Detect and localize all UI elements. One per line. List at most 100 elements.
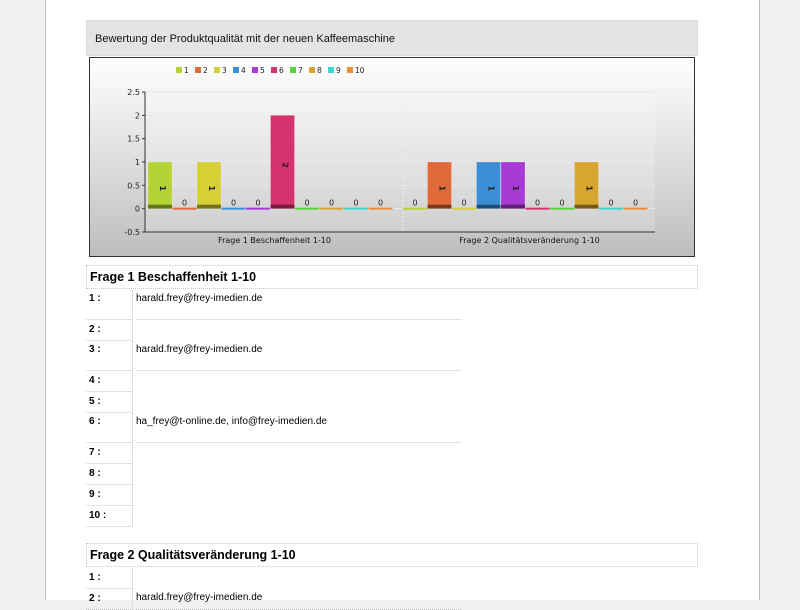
question-1-title: Frage 1 Beschaffenheit 1-10	[86, 265, 698, 289]
bar	[147, 161, 173, 209]
bar-shadow	[197, 204, 221, 209]
answer-row: 8 :	[86, 464, 461, 485]
answer-label: 2 :	[86, 320, 133, 341]
bar	[246, 207, 270, 210]
bar	[295, 207, 319, 210]
answer-label: 9 :	[86, 485, 133, 506]
question-2-title: Frage 2 Qualitätsveränderung 1-10	[86, 543, 698, 567]
bar	[452, 207, 476, 210]
answer-row: 1 : harald.frey@frey-imedien.de	[86, 290, 461, 320]
answer-value: ha_frey@t-online.de, info@frey-imedien.d…	[136, 413, 461, 443]
bar-value-label: 1	[438, 186, 447, 192]
bar-value-label: 0	[559, 199, 564, 208]
bar-value-label: 0	[608, 199, 613, 208]
bar-value-label: 1	[158, 186, 167, 192]
bar-shadow	[148, 204, 172, 209]
answer-label: 6 :	[86, 413, 133, 443]
answer-label: 4 :	[86, 371, 133, 392]
legend-label: 2	[203, 66, 208, 75]
bar	[525, 207, 550, 210]
answer-row: 7 :	[86, 443, 461, 464]
bar	[427, 161, 452, 209]
chart-title: Bewertung der Produktqualität mit der ne…	[86, 20, 698, 56]
legend-swatch	[271, 67, 277, 73]
bar-value-label: 0	[535, 199, 540, 208]
bar	[368, 207, 393, 210]
answer-row: 9 :	[86, 485, 461, 506]
bar-shadow	[574, 204, 599, 209]
answer-row: 2 :	[86, 320, 461, 341]
x-tick-label: Frage 2 Qualitätsveränderung 1-10	[459, 236, 600, 245]
answer-label: 3 :	[86, 341, 133, 371]
legend-label: 9	[336, 66, 341, 75]
bar-value-label: 1	[207, 186, 216, 192]
bar-shadow	[476, 204, 501, 209]
bar-value-label: 0	[378, 199, 383, 208]
chart-area: 2.5 2 1.5 1 0.5 0 -0.5 1 2 3 4 5 6 7 8 9 10 1 0 1 0 0 2 0 0 0 0 Fra…	[89, 57, 695, 257]
legend-label: 10	[355, 66, 365, 75]
bar-value-label: 1	[585, 186, 594, 192]
answer-row: 5 :	[86, 392, 461, 413]
bar-shadow	[427, 204, 452, 209]
bar-value-label: 0	[304, 199, 309, 208]
legend-label: 4	[241, 66, 246, 75]
bar-value-label: 0	[329, 199, 334, 208]
legend-swatch	[214, 67, 220, 73]
answer-row: 1 :	[86, 568, 461, 589]
bar	[623, 207, 648, 210]
bar-value-label: 2	[281, 162, 290, 168]
bar-shadow	[501, 204, 525, 209]
bar-value-label: 0	[182, 199, 187, 208]
bar	[574, 161, 599, 209]
legend-label: 5	[260, 66, 265, 75]
bar	[599, 207, 623, 210]
legend-label: 1	[184, 66, 189, 75]
legend-label: 6	[279, 66, 284, 75]
legend-swatch	[309, 67, 315, 73]
bar	[196, 161, 222, 209]
bar	[500, 161, 526, 209]
answer-label: 7 :	[86, 443, 133, 464]
bar	[550, 207, 574, 210]
legend-label: 7	[298, 66, 303, 75]
bar	[221, 207, 246, 210]
y-tick-label: 2	[135, 111, 140, 120]
answer-label: 1 :	[86, 568, 133, 589]
x-tick-label: Frage 1 Beschaffenheit 1-10	[218, 236, 331, 245]
legend-swatch	[347, 67, 353, 73]
bar-value-label: 0	[255, 199, 260, 208]
legend-swatch	[195, 67, 201, 73]
answer-value: harald.frey@frey-imedien.de	[136, 341, 461, 371]
legend-swatch	[328, 67, 334, 73]
answer-row: 6 : ha_frey@t-online.de, info@frey-imedie…	[86, 413, 461, 443]
answer-row: 3 : harald.frey@frey-imedien.de	[86, 341, 461, 371]
y-tick-label: 0	[135, 205, 140, 214]
report-content: Bewertung der Produktqualität mit der ne…	[86, 20, 698, 610]
answer-row: 4 :	[86, 371, 461, 392]
bar	[476, 161, 501, 209]
bar-value-label: 0	[461, 199, 466, 208]
bar-value-label: 0	[353, 199, 358, 208]
answer-value: harald.frey@frey-imedien.de	[136, 290, 461, 320]
bar-value-label: 0	[633, 199, 638, 208]
legend-swatch	[290, 67, 296, 73]
answer-row: 10 :	[86, 506, 461, 527]
y-tick-label: 0.5	[127, 181, 140, 190]
report-page: Bewertung der Produktqualität mit der ne…	[45, 0, 760, 610]
answer-label: 5 :	[86, 392, 133, 413]
answer-label: 1 :	[86, 290, 133, 320]
bar-value-label: 0	[231, 199, 236, 208]
y-tick-label: 1	[135, 158, 140, 167]
y-tick-label: -0.5	[124, 228, 140, 237]
legend-label: 8	[317, 66, 322, 75]
bar	[403, 207, 427, 210]
bar	[344, 207, 368, 210]
answer-label: 8 :	[86, 464, 133, 485]
answer-label: 10 :	[86, 506, 133, 527]
bar-value-label: 1	[487, 186, 496, 192]
bar-value-label: 0	[412, 199, 417, 208]
legend-swatch	[252, 67, 258, 73]
bar	[172, 207, 197, 210]
bar	[319, 207, 344, 210]
